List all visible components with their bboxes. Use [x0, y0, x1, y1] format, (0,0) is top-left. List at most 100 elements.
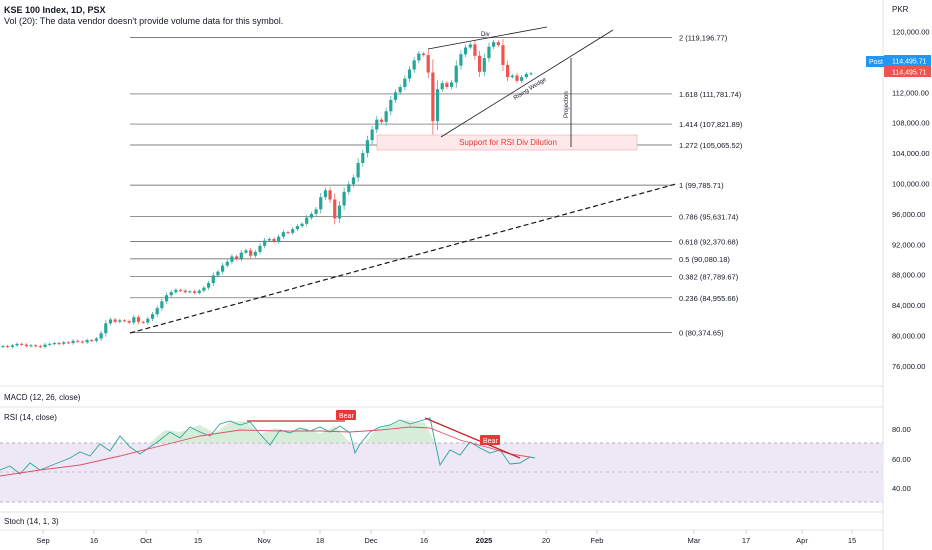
- candle-body[interactable]: [337, 205, 342, 219]
- candle-body[interactable]: [412, 60, 416, 70]
- candle-body[interactable]: [487, 46, 491, 59]
- candle-body[interactable]: [328, 190, 332, 200]
- candle-body[interactable]: [6, 346, 10, 348]
- candle-body[interactable]: [361, 153, 365, 163]
- candle-body[interactable]: [445, 83, 449, 87]
- candle-body[interactable]: [221, 265, 225, 272]
- candle-body[interactable]: [529, 73, 533, 75]
- candle-body[interactable]: [347, 184, 351, 192]
- candle-body[interactable]: [295, 226, 299, 230]
- candle-body[interactable]: [459, 54, 463, 66]
- candle-body[interactable]: [454, 65, 458, 83]
- candle-body[interactable]: [323, 190, 328, 198]
- candle-body[interactable]: [174, 289, 178, 293]
- candle-body[interactable]: [48, 343, 52, 345]
- candle-body[interactable]: [403, 78, 407, 87]
- candle-body[interactable]: [291, 229, 295, 233]
- dashed-trendline[interactable]: [129, 183, 677, 334]
- candle-body[interactable]: [342, 191, 346, 206]
- candle-body[interactable]: [178, 289, 183, 291]
- candle-body[interactable]: [356, 162, 360, 178]
- candle-body[interactable]: [249, 250, 253, 256]
- candle-body[interactable]: [492, 42, 496, 47]
- candle-body[interactable]: [66, 342, 71, 344]
- candle-body[interactable]: [62, 342, 66, 344]
- candle-body[interactable]: [202, 287, 206, 291]
- candle-body[interactable]: [52, 343, 56, 345]
- candle-body[interactable]: [398, 86, 402, 93]
- candle-body[interactable]: [38, 346, 42, 348]
- candle-body[interactable]: [146, 318, 150, 323]
- candle-body[interactable]: [29, 345, 33, 347]
- candle-body[interactable]: [506, 64, 510, 78]
- candle-body[interactable]: [370, 129, 374, 141]
- candle-body[interactable]: [300, 223, 304, 227]
- candle-body[interactable]: [192, 291, 197, 293]
- candle-body[interactable]: [305, 217, 309, 224]
- candle-body[interactable]: [118, 320, 122, 322]
- candle-body[interactable]: [365, 140, 370, 154]
- candle-body[interactable]: [496, 42, 500, 46]
- candle-body[interactable]: [20, 343, 24, 345]
- candle-body[interactable]: [407, 69, 412, 79]
- candle-body[interactable]: [431, 72, 435, 122]
- candle-body[interactable]: [85, 340, 89, 343]
- candle-body[interactable]: [478, 55, 482, 72]
- candle-body[interactable]: [211, 275, 215, 284]
- candle-body[interactable]: [435, 89, 440, 122]
- candle-body[interactable]: [216, 271, 220, 276]
- candle-body[interactable]: [389, 99, 393, 112]
- candle-body[interactable]: [71, 340, 75, 344]
- candle-body[interactable]: [104, 323, 108, 334]
- candle-body[interactable]: [150, 314, 155, 319]
- candle-body[interactable]: [155, 308, 159, 315]
- candle-body[interactable]: [272, 238, 276, 242]
- candle-body[interactable]: [263, 240, 267, 246]
- candle-body[interactable]: [15, 343, 19, 346]
- candle-body[interactable]: [277, 236, 281, 242]
- candle-body[interactable]: [197, 290, 201, 293]
- candle-body[interactable]: [76, 340, 80, 342]
- candle-body[interactable]: [384, 111, 388, 122]
- candle-body[interactable]: [225, 261, 229, 266]
- candle-body[interactable]: [520, 77, 524, 81]
- candle-body[interactable]: [235, 256, 239, 259]
- candle-body[interactable]: [417, 53, 421, 61]
- candle-body[interactable]: [43, 344, 47, 347]
- candle-body[interactable]: [127, 321, 131, 323]
- candle-body[interactable]: [94, 338, 99, 341]
- candle-body[interactable]: [501, 45, 505, 65]
- candle-body[interactable]: [463, 47, 468, 55]
- candle-body[interactable]: [188, 291, 192, 293]
- symbol-title[interactable]: KSE 100 Index, 1D, PSX: [4, 5, 106, 15]
- candle-body[interactable]: [57, 343, 61, 345]
- candle-body[interactable]: [426, 55, 430, 73]
- candle-body[interactable]: [510, 75, 514, 78]
- candle-body[interactable]: [314, 209, 318, 214]
- candle-body[interactable]: [99, 333, 103, 339]
- candle-body[interactable]: [80, 341, 85, 343]
- candle-body[interactable]: [267, 238, 271, 241]
- candle-body[interactable]: [468, 44, 472, 48]
- candle-body[interactable]: [244, 250, 248, 253]
- candle-body[interactable]: [141, 321, 145, 323]
- candle-body[interactable]: [309, 213, 313, 218]
- candle-body[interactable]: [253, 251, 257, 256]
- candle-body[interactable]: [160, 301, 164, 309]
- candle-body[interactable]: [230, 256, 234, 262]
- candle-body[interactable]: [183, 290, 187, 293]
- candle-body[interactable]: [319, 197, 323, 210]
- candle-body[interactable]: [473, 44, 477, 56]
- candle-body[interactable]: [393, 92, 398, 100]
- candle-body[interactable]: [239, 252, 243, 259]
- candle-body[interactable]: [449, 82, 454, 87]
- candle-body[interactable]: [34, 345, 38, 347]
- candle-body[interactable]: [164, 295, 169, 302]
- support-zone[interactable]: [376, 134, 638, 151]
- candle-body[interactable]: [136, 317, 141, 322]
- candle-body[interactable]: [1, 346, 5, 348]
- candle-body[interactable]: [169, 292, 173, 296]
- candle-body[interactable]: [122, 320, 127, 322]
- candle-body[interactable]: [113, 319, 117, 322]
- candle-body[interactable]: [258, 245, 262, 252]
